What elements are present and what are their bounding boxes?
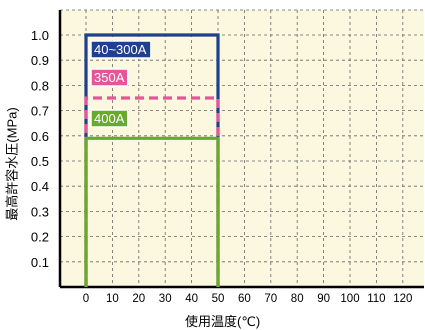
series-label-box — [90, 40, 152, 59]
x-tick-label: 10 — [106, 293, 119, 305]
series-label: 350A — [94, 70, 125, 85]
y-tick-label: 0.3 — [31, 204, 49, 219]
series-label-box — [90, 109, 129, 128]
series-line — [84, 136, 220, 287]
y-tick-label: 1.0 — [31, 28, 49, 43]
x-tick-label: 60 — [238, 293, 251, 305]
x-tick-label: 90 — [317, 293, 330, 305]
y-axis-label-wrap: 最高許容水圧(MPa) — [2, 34, 20, 294]
y-tick-label: 0.8 — [31, 78, 49, 93]
y-tick-label: 0.6 — [31, 129, 49, 144]
series-label: 40~300A — [94, 42, 147, 57]
x-tick-label: 20 — [132, 293, 145, 305]
x-tick-label: 120 — [393, 293, 412, 305]
x-axis-label: 使用温度(℃) — [185, 314, 261, 329]
series-label: 400A — [94, 111, 125, 126]
x-tick-label: 30 — [159, 293, 172, 305]
x-tick-label: 110 — [367, 293, 385, 305]
y-tick-label: 0.4 — [31, 179, 49, 194]
x-tick-label: 80 — [291, 293, 304, 305]
series-label-box — [90, 68, 129, 87]
x-tick-label: 0 — [83, 293, 89, 305]
y-tick-label: 0.9 — [31, 53, 49, 68]
x-tick-label: 50 — [212, 293, 225, 305]
y-tick-label: 0.7 — [31, 104, 49, 119]
x-tick-label: 100 — [340, 293, 359, 305]
y-axis-label: 最高許容水圧(MPa) — [4, 107, 20, 221]
y-tick-label: 0.2 — [31, 230, 49, 245]
x-tick-label: 40 — [185, 293, 198, 305]
x-tick-label: 70 — [264, 293, 277, 305]
y-tick-label: 0.5 — [31, 154, 49, 169]
series-line — [84, 96, 220, 287]
y-tick-label: 0.1 — [31, 255, 49, 270]
